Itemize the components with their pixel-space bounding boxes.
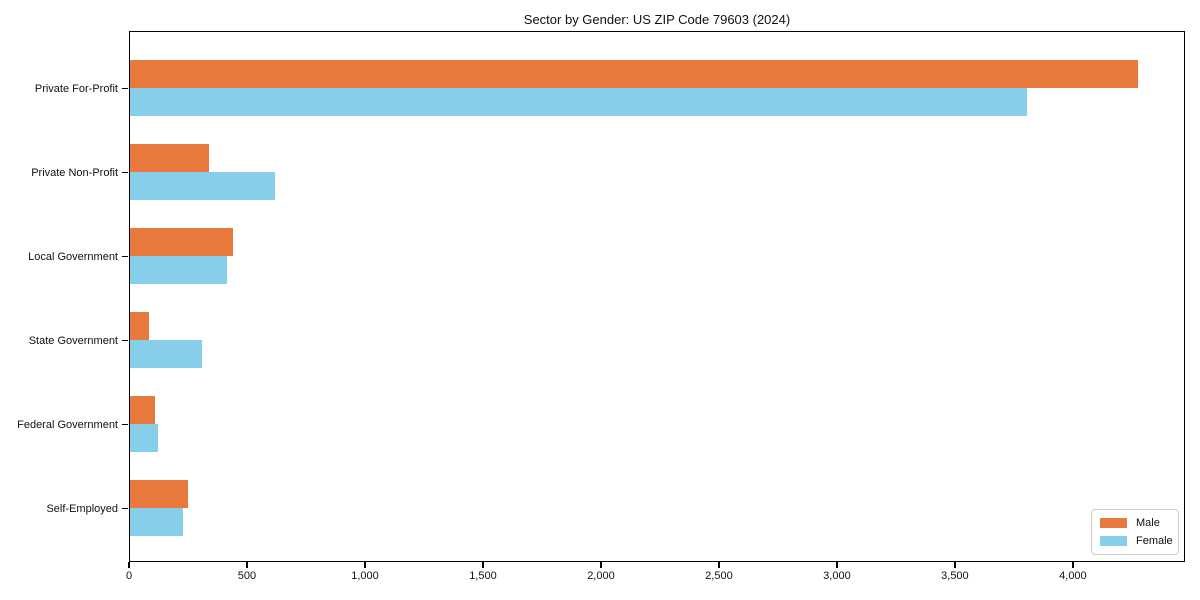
y-tick-mark: [122, 423, 128, 426]
x-tick-mark: [600, 562, 602, 568]
y-tick-label-5: Self-Employed: [46, 502, 118, 515]
legend-label-female: Female: [1136, 535, 1173, 548]
y-tick-label-0: Private For-Profit: [34, 82, 118, 95]
bar-female-3: [130, 340, 202, 369]
x-tick-label-6: 3,000: [823, 570, 851, 582]
bar-male-3: [130, 312, 149, 341]
legend-entry-male: Male: [1100, 517, 1178, 529]
x-tick-label-4: 2,000: [587, 570, 615, 582]
x-tick-mark: [836, 562, 838, 568]
x-tick-label-0: 0: [125, 570, 133, 582]
x-tick-mark: [364, 562, 366, 568]
y-tick-mark: [122, 171, 128, 174]
bar-female-5: [130, 508, 184, 537]
bar-male-5: [130, 480, 188, 509]
y-tick-mark: [122, 255, 128, 258]
bar-male-0: [130, 60, 1138, 89]
legend-label-male: Male: [1136, 516, 1160, 529]
legend-swatch-male: [1100, 517, 1127, 528]
bar-female-2: [130, 256, 227, 285]
x-tick-mark: [246, 562, 248, 568]
x-tick-label-3: 1,500: [469, 570, 497, 582]
y-tick-label-3: State Government: [28, 334, 118, 347]
y-tick-label-2: Local Government: [28, 250, 118, 263]
bar-female-0: [130, 88, 1027, 117]
legend-swatch-female: [1100, 536, 1127, 547]
x-tick-label-7: 3,500: [941, 570, 969, 582]
y-tick-mark: [122, 339, 128, 342]
x-tick-label-2: 1,000: [351, 570, 379, 582]
x-tick-mark: [954, 562, 956, 568]
x-tick-label-5: 2,500: [705, 570, 733, 582]
legend: Male Female: [1091, 509, 1179, 555]
bar-female-4: [130, 424, 159, 453]
chart-title: Sector by Gender: US ZIP Code 79603 (202…: [523, 12, 791, 27]
x-tick-mark: [718, 562, 720, 568]
bar-male-4: [130, 396, 155, 425]
x-tick-mark: [482, 562, 484, 568]
y-tick-mark: [122, 507, 128, 510]
x-tick-label-8: 4,000: [1059, 570, 1087, 582]
plot-area: [129, 31, 1185, 562]
legend-entry-female: Female: [1100, 535, 1178, 547]
x-tick-mark: [128, 562, 130, 568]
y-tick-label-1: Private Non-Profit: [31, 166, 118, 179]
bar-male-2: [130, 228, 233, 257]
bar-male-1: [130, 144, 210, 173]
y-tick-label-4: Federal Government: [17, 418, 118, 431]
bar-female-1: [130, 172, 276, 201]
x-tick-label-1: 500: [237, 570, 257, 582]
x-tick-mark: [1072, 562, 1074, 568]
y-tick-mark: [122, 87, 128, 90]
